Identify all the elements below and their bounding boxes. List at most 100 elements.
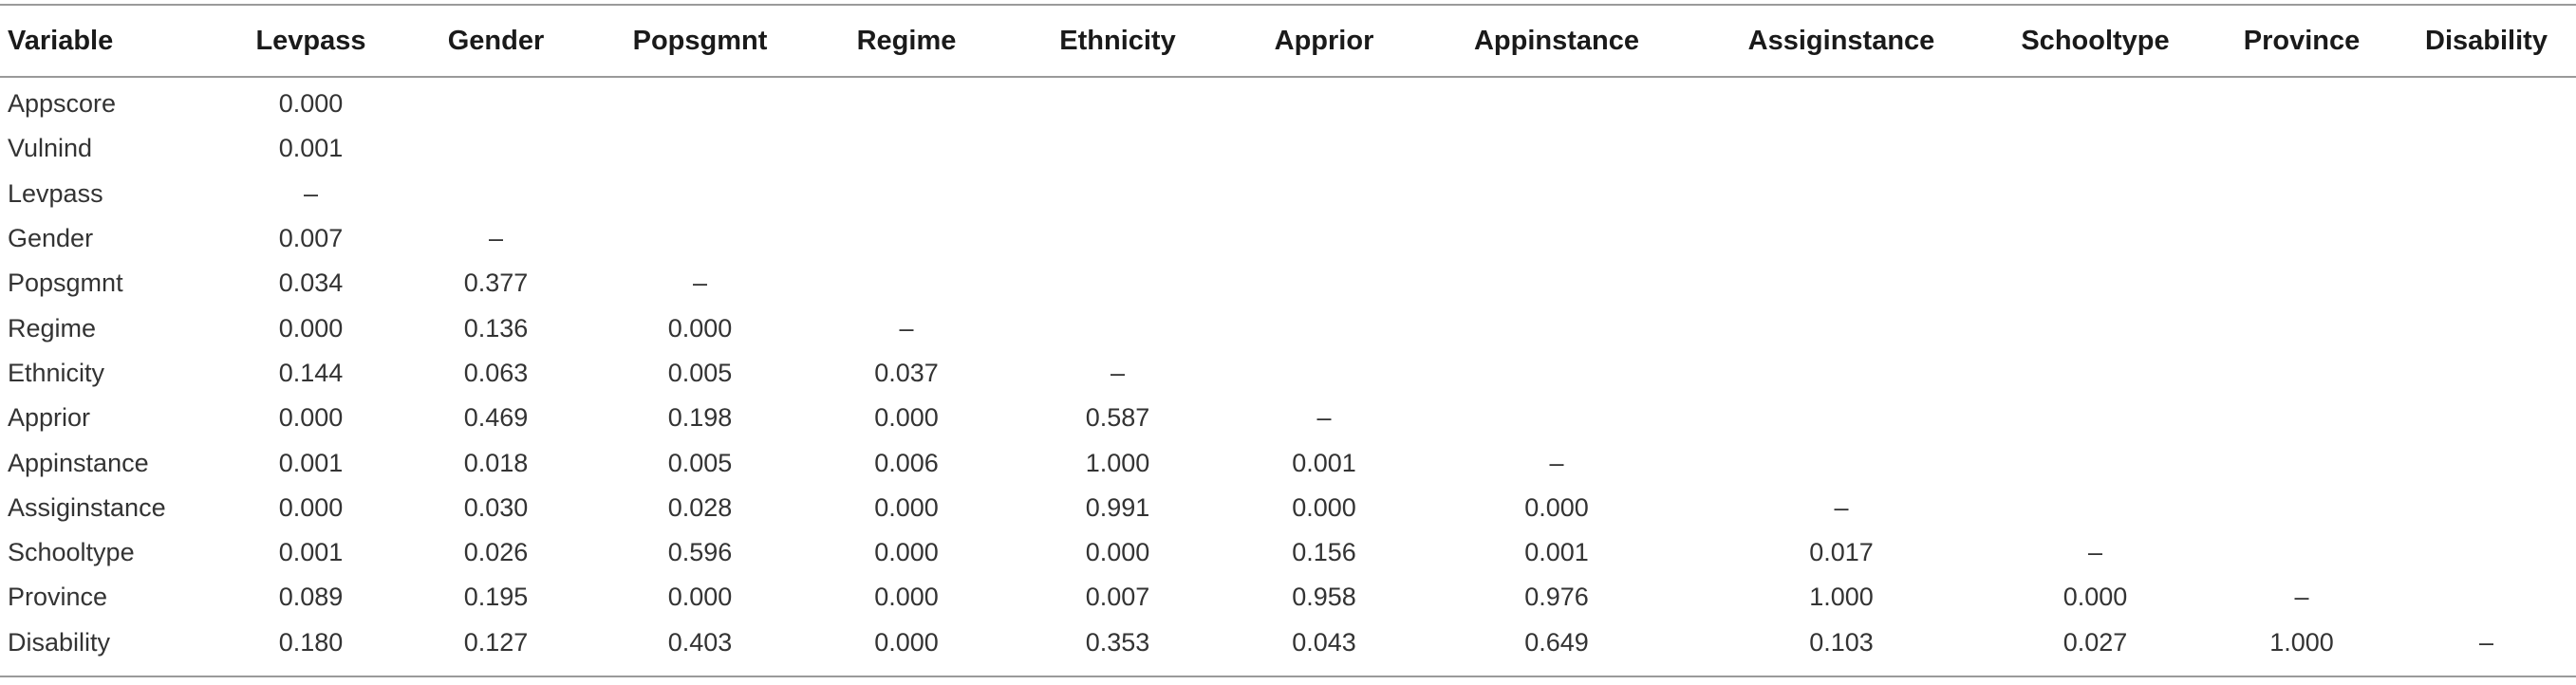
table-cell: 0.198 [667,403,733,433]
table-cell [1001,216,1234,261]
table-cell: 0.037 [874,358,939,387]
table-cell [1234,351,1414,396]
table-cell: 0.000 [874,583,939,612]
table-row: Appinstance 0.001 0.018 0.005 0.006 1.000 0.00… [0,440,2576,485]
table-cell: – [303,178,319,208]
table-cell: 0.000 [278,403,344,433]
table-cell [1234,172,1414,216]
row-label: Appinstance [8,448,149,477]
table-row: Disability 0.180 0.127 0.403 0.000 0.353 0.043… [0,620,2576,665]
table-cell: 0.127 [463,627,529,657]
table-cell [1984,126,2207,171]
column-header-levpass: Levpass [255,25,366,56]
table-cell: 0.027 [2063,627,2128,657]
table-cell: – [2294,583,2309,612]
table-header-rule [0,76,2576,78]
table-cell [1984,486,2207,530]
table-cell [2207,76,2397,126]
table-cell: 0.005 [667,358,733,387]
table-cell: 0.089 [278,583,344,612]
table-cell: 0.136 [463,313,529,342]
table-cell: 1.000 [1809,583,1874,612]
table-cell: 0.063 [463,358,529,387]
row-label: Schooltype [8,538,135,567]
table-cell: 0.103 [1809,627,1874,657]
table-cell: 0.026 [463,538,529,567]
table-cell [1414,126,1699,171]
table-cell [1984,172,2207,216]
table-cell: – [488,224,504,253]
table-top-rule [0,4,2576,6]
table-cell: 0.144 [278,358,344,387]
table-cell: 0.000 [278,492,344,522]
row-label: Regime [8,313,97,342]
table-cell [1414,172,1699,216]
table-cell: – [692,268,708,298]
table-row: Levpass – [0,172,2576,216]
table-cell: 0.403 [667,627,733,657]
column-header-schooltype: Schooltype [2021,25,2170,56]
table-cell: – [1316,403,1332,433]
table-cell [2207,216,2397,261]
table-cell [1699,76,1984,126]
column-header-gender: Gender [447,25,545,56]
column-header-province: Province [2243,25,2361,56]
table-cell: 0.007 [1085,583,1150,612]
table-cell: 0.991 [1085,492,1150,522]
column-header-ethnicity: Ethnicity [1059,25,1176,56]
table-cell [812,261,1001,305]
table-cell: – [899,313,914,342]
table-cell [2207,530,2397,575]
table-cell [588,126,812,171]
table-cell [2397,126,2576,171]
table-cell [1414,216,1699,261]
table-row: Appscore 0.000 [0,76,2576,126]
table-row: Popsgmnt 0.034 0.377 – [0,261,2576,305]
table-row: Assiginstance 0.000 0.030 0.028 0.000 0.991 0.… [0,486,2576,530]
row-label: Disability [8,627,111,657]
table-row: Apprior 0.000 0.469 0.198 0.000 0.587 – [0,396,2576,440]
table-cell [1001,76,1234,126]
table-cell [2397,216,2576,261]
table-cell [1984,396,2207,440]
table-cell [812,76,1001,126]
table-cell: 0.006 [874,448,939,477]
row-label: Vulnind [8,134,93,163]
table-cell: 0.195 [463,583,529,612]
table-cell: 0.000 [1524,492,1589,522]
table-cell [1699,126,1984,171]
table-cell [2207,172,2397,216]
table-cell: – [1834,492,1849,522]
table-cell: 0.353 [1085,627,1150,657]
table-cell: 0.000 [1292,492,1356,522]
table-cell [1699,351,1984,396]
table-cell: 0.018 [463,448,529,477]
table-cell [2207,351,2397,396]
table-cell [2397,261,2576,305]
table-cell: 0.000 [874,403,939,433]
table-cell [1234,126,1414,171]
table-cell: 0.043 [1292,627,1356,657]
table-cell: – [2478,627,2494,657]
table-cell: 0.180 [278,627,344,657]
row-label: Levpass [8,178,103,208]
table-cell [1699,440,1984,485]
table-cell: 0.976 [1524,583,1589,612]
row-label: Ethnicity [8,358,105,387]
table-cell [812,126,1001,171]
table-cell [1699,305,1984,350]
table-cell [2207,486,2397,530]
table-body: Appscore 0.000 Vulnind 0.001 Levpass – Gender 0… [0,76,2576,665]
table-cell [1001,305,1234,350]
table-cell [1001,172,1234,216]
table-cell: 0.000 [278,89,344,119]
table-cell [1984,305,2207,350]
column-header-popsgmnt: Popsgmnt [632,25,768,56]
table-cell: 0.469 [463,403,529,433]
table-cell: 1.000 [1085,448,1150,477]
table-bottom-rule [0,676,2576,677]
table-cell: 0.000 [874,538,939,567]
table-cell [812,216,1001,261]
table-cell [2397,351,2576,396]
